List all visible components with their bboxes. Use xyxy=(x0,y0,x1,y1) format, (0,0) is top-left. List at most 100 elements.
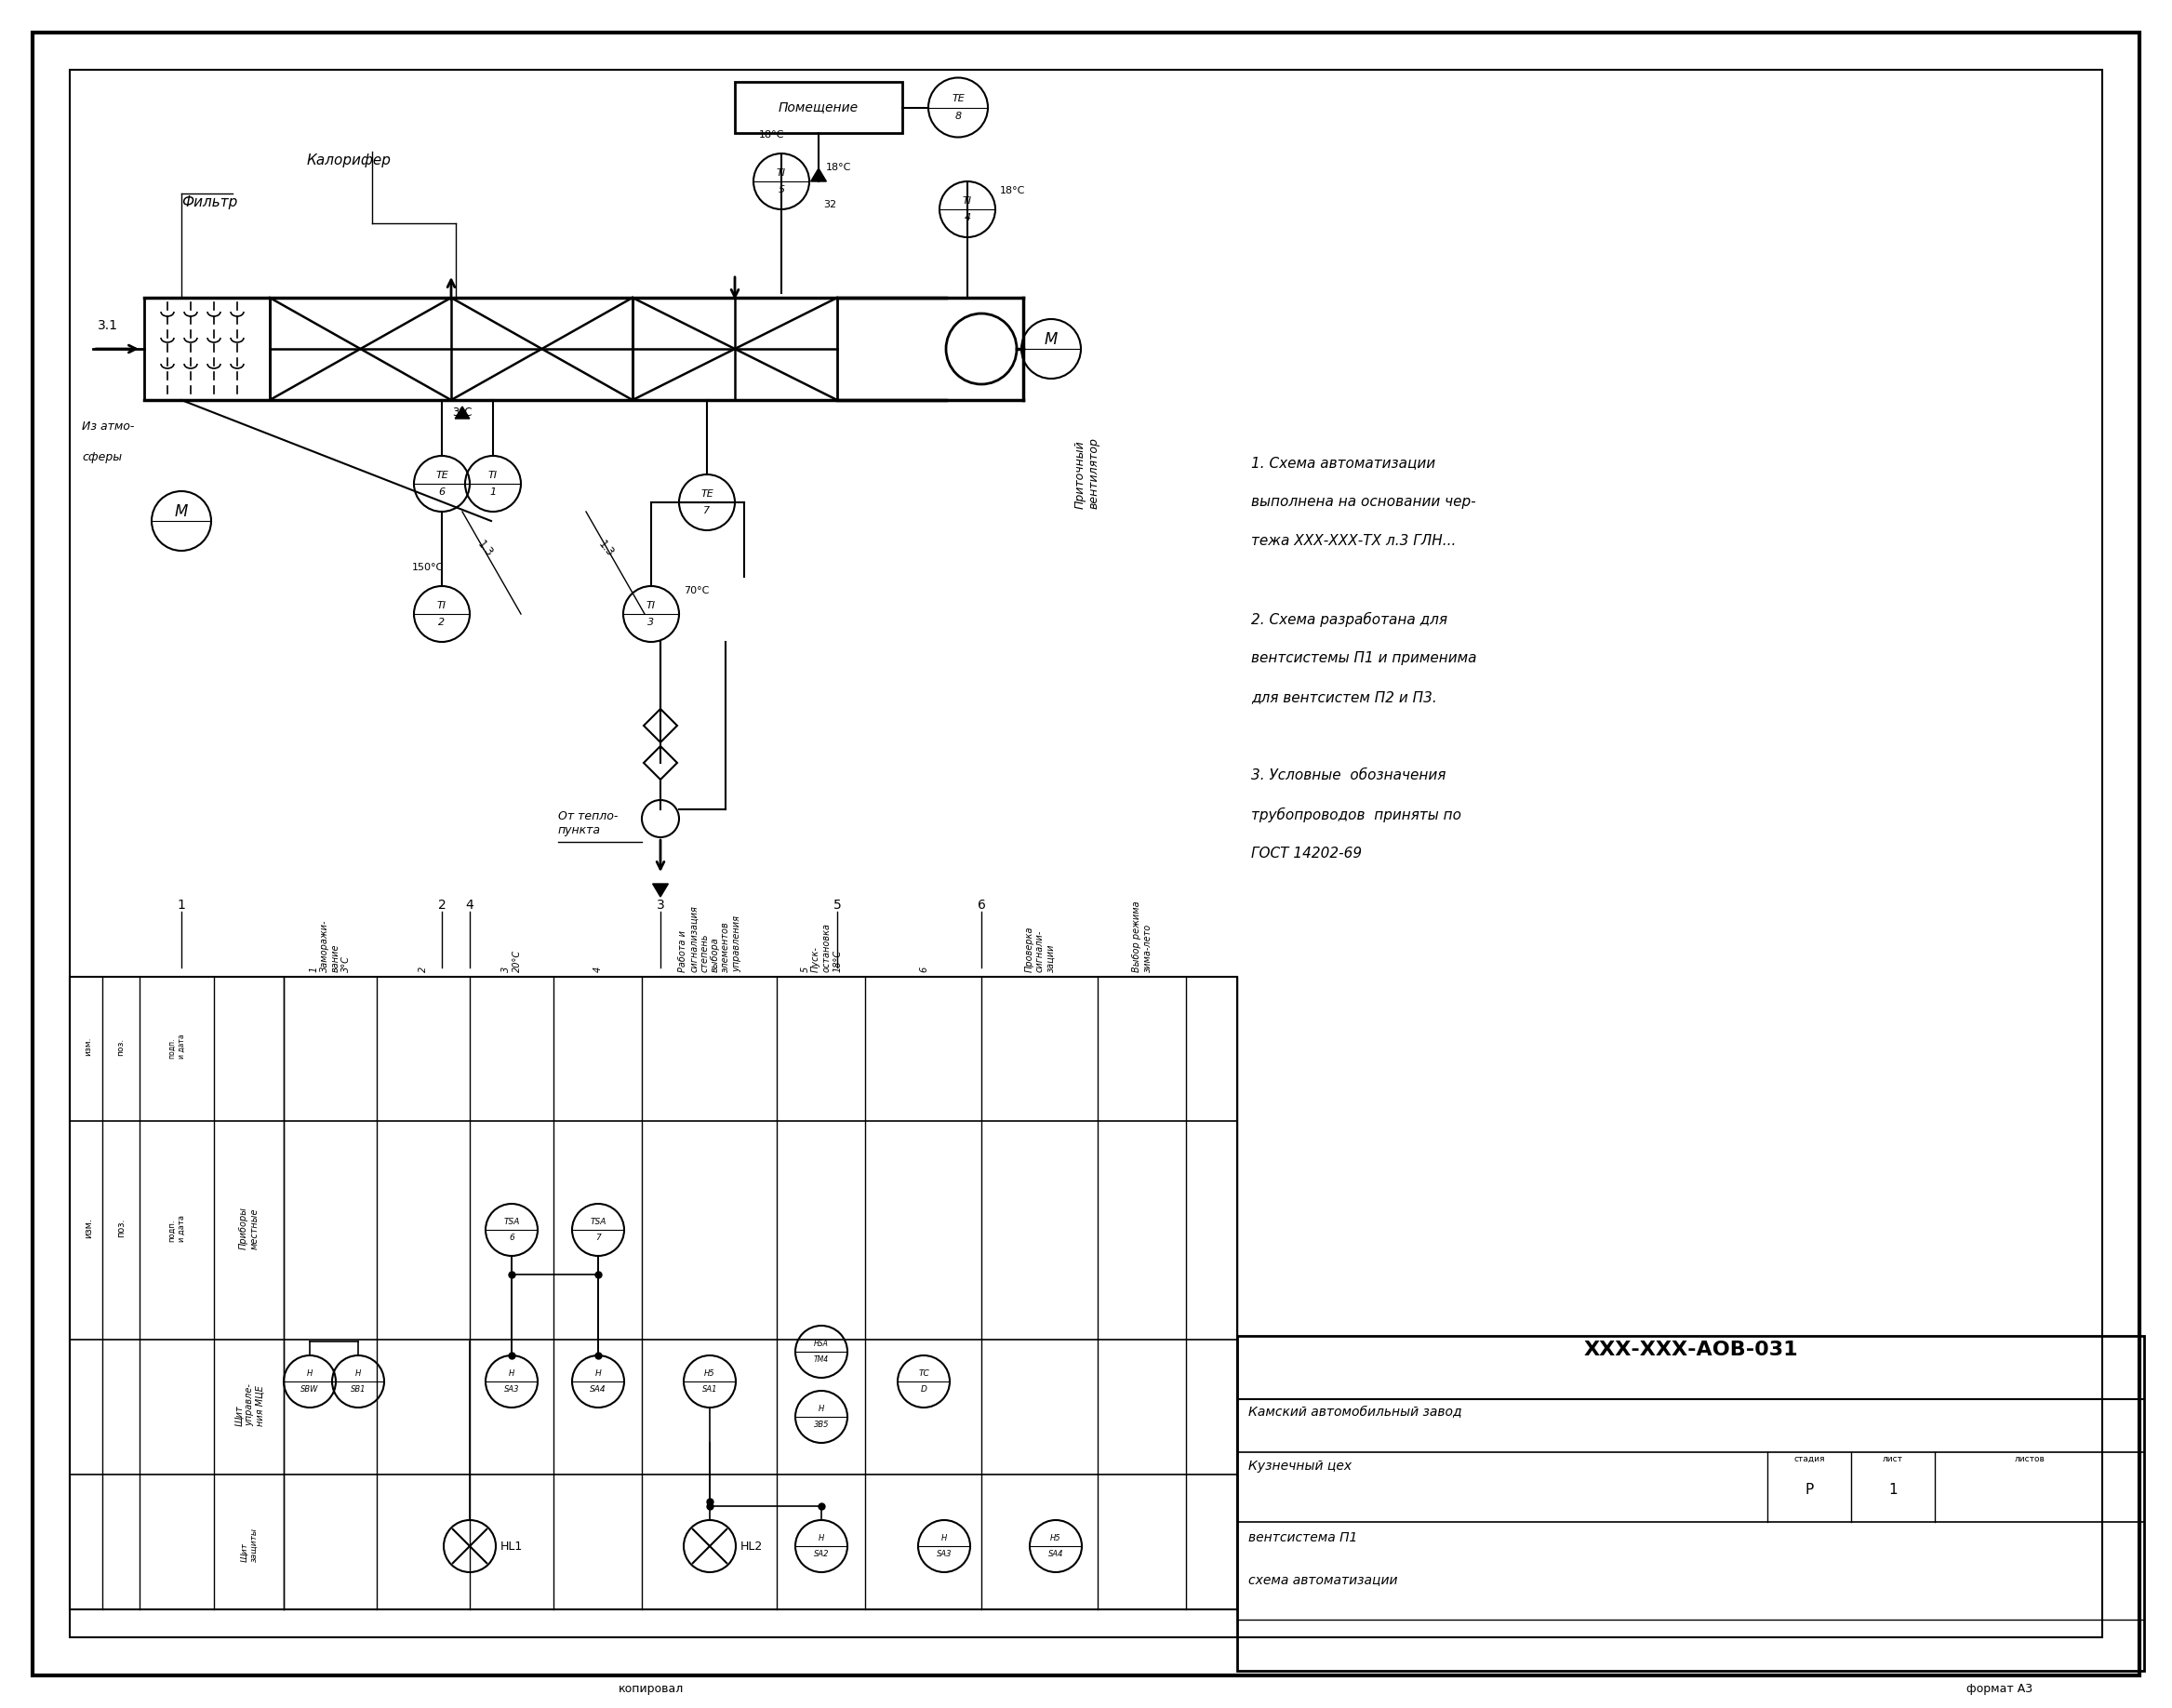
Text: SA3: SA3 xyxy=(504,1385,519,1394)
Text: 3: 3 xyxy=(647,618,654,627)
Text: 32: 32 xyxy=(823,200,836,210)
Bar xyxy=(143,297,269,400)
Text: 3.1: 3.1 xyxy=(98,319,117,331)
Text: 4: 4 xyxy=(593,967,604,972)
Text: 4: 4 xyxy=(465,898,473,912)
Text: ТЕ: ТЕ xyxy=(434,471,447,480)
Polygon shape xyxy=(456,407,469,418)
Text: ТI: ТI xyxy=(962,196,973,205)
Text: 1: 1 xyxy=(178,898,185,912)
Text: 3: 3 xyxy=(656,898,665,912)
Text: SBW: SBW xyxy=(300,1385,319,1394)
Text: ТI: ТI xyxy=(437,601,447,610)
Text: вентсистема П1: вентсистема П1 xyxy=(1249,1532,1358,1544)
Text: SA4: SA4 xyxy=(1049,1549,1064,1558)
Text: SA4: SA4 xyxy=(591,1385,606,1394)
Text: Р: Р xyxy=(1805,1483,1814,1496)
Text: трубопроводов  приняты по: трубопроводов приняты по xyxy=(1251,808,1462,823)
Text: изм.: изм. xyxy=(85,1037,93,1056)
Text: 3°С: 3°С xyxy=(452,407,471,418)
Text: Из атмо-: Из атмо- xyxy=(83,420,135,432)
Text: 3. Условные  обозначения: 3. Условные обозначения xyxy=(1251,769,1447,782)
Text: формат А3: формат А3 xyxy=(1968,1682,2033,1694)
Text: 18°С: 18°С xyxy=(825,162,851,173)
Text: листов: листов xyxy=(2013,1455,2046,1464)
Text: 8: 8 xyxy=(956,111,962,121)
Text: 6: 6 xyxy=(919,967,927,972)
Text: Приборы
местные: Приборы местные xyxy=(239,1206,258,1249)
Text: 2. Схема разработана для: 2. Схема разработана для xyxy=(1251,611,1447,627)
Text: ТI: ТI xyxy=(489,471,497,480)
Text: копировал: копировал xyxy=(619,1682,684,1694)
Text: Фильтр: Фильтр xyxy=(182,195,237,210)
Text: 2: 2 xyxy=(439,898,445,912)
Text: Камский автомобильный завод: Камский автомобильный завод xyxy=(1249,1406,1462,1419)
Text: 5: 5 xyxy=(834,898,841,912)
Text: поз.: поз. xyxy=(117,1038,126,1056)
Text: 7: 7 xyxy=(595,1233,602,1242)
Text: 6: 6 xyxy=(508,1233,515,1242)
Text: 6: 6 xyxy=(977,898,986,912)
Text: ТМ4: ТМ4 xyxy=(814,1356,830,1363)
Text: М: М xyxy=(1045,331,1058,348)
Text: 6: 6 xyxy=(439,487,445,497)
Text: 1: 1 xyxy=(489,487,497,497)
Text: Н: Н xyxy=(356,1370,361,1378)
Bar xyxy=(1238,1336,2144,1670)
Polygon shape xyxy=(652,883,669,897)
Text: схема автоматизации: схема автоматизации xyxy=(1249,1573,1397,1587)
Text: 4: 4 xyxy=(964,214,971,222)
Text: 150°С: 150°С xyxy=(413,564,443,572)
Text: изм.: изм. xyxy=(85,1218,93,1238)
Text: ТЕ: ТЕ xyxy=(951,94,964,102)
Text: 7: 7 xyxy=(704,506,710,516)
Text: 2: 2 xyxy=(419,967,428,972)
Text: Н: Н xyxy=(508,1370,515,1378)
Text: Н5: Н5 xyxy=(704,1370,715,1378)
Text: 3В5: 3В5 xyxy=(814,1421,830,1430)
Text: SB1: SB1 xyxy=(350,1385,365,1394)
Text: Кузнечный цех: Кузнечный цех xyxy=(1249,1460,1351,1472)
Text: Н5: Н5 xyxy=(1051,1534,1062,1542)
Text: 18°С: 18°С xyxy=(760,130,784,140)
Text: выполнена на основании чер-: выполнена на основании чер- xyxy=(1251,495,1475,509)
Text: ТI: ТI xyxy=(647,601,656,610)
Text: 3
20°С: 3 20°С xyxy=(502,950,521,972)
Text: Н: Н xyxy=(940,1534,947,1542)
Bar xyxy=(269,297,632,400)
Text: стадия: стадия xyxy=(1794,1455,1824,1464)
Text: 1. Схема автоматизации: 1. Схема автоматизации xyxy=(1251,456,1436,470)
Text: ТSА: ТSА xyxy=(591,1218,606,1226)
Text: сферы: сферы xyxy=(83,451,122,463)
Bar xyxy=(632,297,836,400)
Text: D: D xyxy=(921,1385,927,1394)
Text: НSА: НSА xyxy=(814,1339,830,1348)
Text: SA1: SA1 xyxy=(702,1385,717,1394)
Text: вентсистемы П1 и применима: вентсистемы П1 и применима xyxy=(1251,651,1477,664)
Text: ТС: ТС xyxy=(919,1370,930,1378)
Text: Проверка
сигнали-
зации: Проверка сигнали- зации xyxy=(1025,926,1056,972)
Text: ТSА: ТSА xyxy=(504,1218,519,1226)
Text: Н: Н xyxy=(819,1404,823,1413)
Text: HL2: HL2 xyxy=(741,1541,762,1553)
Bar xyxy=(734,82,901,133)
Text: 70°С: 70°С xyxy=(684,586,708,596)
Text: 1.3: 1.3 xyxy=(595,538,615,560)
Text: Помещение: Помещение xyxy=(778,101,858,114)
Text: Н: Н xyxy=(595,1370,602,1378)
Text: 1: 1 xyxy=(1887,1483,1898,1496)
Text: Калорифер: Калорифер xyxy=(306,154,391,167)
Text: 1
Заморажи-
вание
3°С: 1 Заморажи- вание 3°С xyxy=(308,919,352,972)
Text: лист: лист xyxy=(1883,1455,1903,1464)
Text: для вентсистем П2 и П3.: для вентсистем П2 и П3. xyxy=(1251,690,1438,704)
Text: 1.3: 1.3 xyxy=(473,538,495,560)
Text: SA2: SA2 xyxy=(814,1549,830,1558)
Text: Щит
защиты: Щит защиты xyxy=(241,1527,258,1561)
Text: тежа ХХХ-ХХХ-ТХ л.3 ГЛН...: тежа ХХХ-ХХХ-ТХ л.3 ГЛН... xyxy=(1251,535,1455,548)
Text: 18°С: 18°С xyxy=(999,186,1025,195)
Bar xyxy=(70,977,1238,1609)
Text: подп.
и дата: подп. и дата xyxy=(167,1033,187,1059)
Text: Выбор режима
зима-лето: Выбор режима зима-лето xyxy=(1132,900,1153,972)
Text: 2: 2 xyxy=(439,618,445,627)
Text: Щит
управле-
ния МЦЕ: Щит управле- ния МЦЕ xyxy=(235,1383,265,1426)
